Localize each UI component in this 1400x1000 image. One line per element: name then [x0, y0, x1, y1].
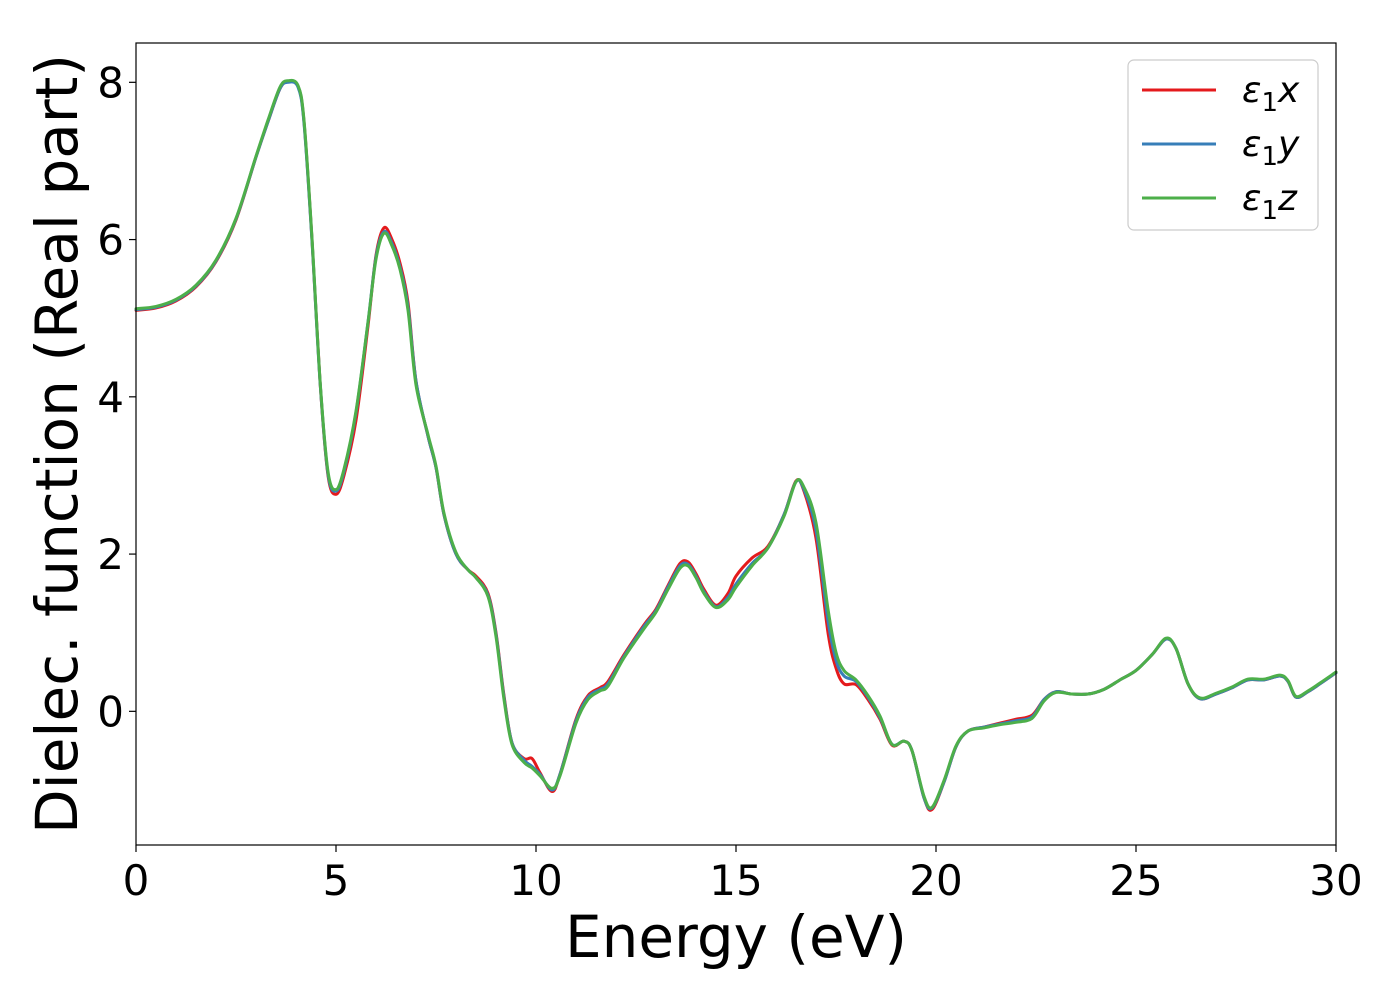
x-tick-label: 15: [709, 856, 762, 905]
x-tick-label: 25: [1109, 856, 1162, 905]
series-layer: [134, 78, 1338, 812]
y-tick-label: 6: [97, 216, 124, 265]
y-axis: 0 2 4 6 8: [97, 58, 136, 736]
y-tick-label: 2: [97, 530, 124, 579]
x-tick-label: 20: [909, 856, 962, 905]
y-tick-label: 0: [97, 687, 124, 736]
x-tick-label: 10: [509, 856, 562, 905]
y-tick-label: 4: [97, 373, 124, 422]
y-tick-label: 8: [97, 58, 124, 107]
x-tick-label: 5: [323, 856, 350, 905]
y-axis-label: Dielec. function (Real part): [23, 54, 91, 834]
legend-box: [1127, 59, 1319, 231]
x-axis: 0 5 10 15 20 25 30: [123, 845, 1363, 905]
series-line-z: [134, 78, 1338, 810]
x-tick-label: 30: [1309, 856, 1362, 905]
x-axis-label: Energy (eV): [565, 903, 907, 971]
legend: ε1x ε1y ε1z: [1127, 59, 1319, 231]
x-tick-label: 0: [123, 856, 150, 905]
legend-label-x: ε1x: [1242, 70, 1300, 118]
legend-label-z: ε1z: [1242, 178, 1298, 226]
legend-label-y: ε1y: [1242, 124, 1300, 172]
